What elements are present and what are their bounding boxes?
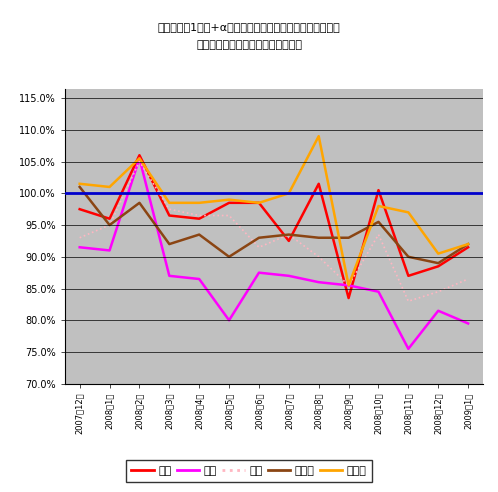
テレビ	[196, 200, 202, 206]
ラジオ	[136, 200, 142, 206]
全社	[107, 216, 113, 222]
全社	[346, 295, 352, 301]
Line: 全社: 全社	[80, 155, 468, 298]
雑誌	[435, 289, 441, 295]
新聞	[77, 245, 83, 250]
雑誌	[316, 254, 322, 260]
Text: （全社及び四大既存メディアのみ）: （全社及び四大既存メディアのみ）	[196, 40, 302, 50]
新聞	[435, 308, 441, 314]
全社	[465, 245, 471, 250]
雑誌	[375, 232, 381, 238]
新聞	[107, 247, 113, 253]
ラジオ	[256, 235, 262, 241]
雑誌	[107, 222, 113, 228]
ラジオ	[346, 235, 352, 241]
テレビ	[77, 181, 83, 187]
雑誌	[286, 232, 292, 238]
Line: 新聞: 新聞	[80, 158, 468, 349]
雑誌	[256, 245, 262, 250]
雑誌	[196, 213, 202, 218]
ラジオ	[196, 232, 202, 238]
Line: 雑誌: 雑誌	[80, 161, 468, 301]
雑誌	[405, 298, 411, 304]
全社	[136, 152, 142, 158]
全社	[226, 200, 232, 206]
テレビ	[465, 241, 471, 247]
ラジオ	[316, 235, 322, 241]
テレビ	[375, 203, 381, 209]
ラジオ	[405, 254, 411, 260]
全社	[316, 181, 322, 187]
テレビ	[107, 184, 113, 190]
Line: ラジオ: ラジオ	[80, 187, 468, 263]
雑誌	[346, 282, 352, 288]
雑誌	[226, 213, 232, 218]
Line: テレビ: テレビ	[80, 136, 468, 285]
テレビ	[435, 250, 441, 256]
雑誌	[77, 235, 83, 241]
ラジオ	[107, 222, 113, 228]
テレビ	[346, 282, 352, 288]
テレビ	[405, 210, 411, 215]
テレビ	[166, 200, 172, 206]
全社	[77, 206, 83, 212]
新聞	[226, 317, 232, 323]
全社	[286, 238, 292, 244]
新聞	[196, 276, 202, 282]
ラジオ	[435, 260, 441, 266]
全社	[196, 216, 202, 222]
全社	[166, 213, 172, 218]
新聞	[256, 270, 262, 276]
ラジオ	[375, 219, 381, 225]
テレビ	[316, 133, 322, 139]
新聞	[465, 320, 471, 326]
ラジオ	[226, 254, 232, 260]
新聞	[286, 273, 292, 279]
テレビ	[256, 200, 262, 206]
新聞	[166, 273, 172, 279]
新聞	[405, 346, 411, 352]
全社	[405, 273, 411, 279]
新聞	[346, 282, 352, 288]
Legend: 全社, 新聞, 雑誌, ラジオ, テレビ: 全社, 新聞, 雑誌, ラジオ, テレビ	[126, 461, 372, 482]
雑誌	[465, 276, 471, 282]
全社	[375, 187, 381, 193]
Text: 電通の過去1年間+αにおける業務別売上高前年同月比推移: 電通の過去1年間+αにおける業務別売上高前年同月比推移	[158, 22, 340, 32]
全社	[435, 263, 441, 269]
新聞	[316, 279, 322, 285]
テレビ	[226, 197, 232, 203]
雑誌	[136, 158, 142, 164]
雑誌	[166, 206, 172, 212]
ラジオ	[166, 241, 172, 247]
ラジオ	[465, 241, 471, 247]
新聞	[375, 289, 381, 295]
新聞	[136, 155, 142, 161]
ラジオ	[77, 184, 83, 190]
テレビ	[286, 190, 292, 196]
テレビ	[136, 155, 142, 161]
全社	[256, 200, 262, 206]
ラジオ	[286, 232, 292, 238]
